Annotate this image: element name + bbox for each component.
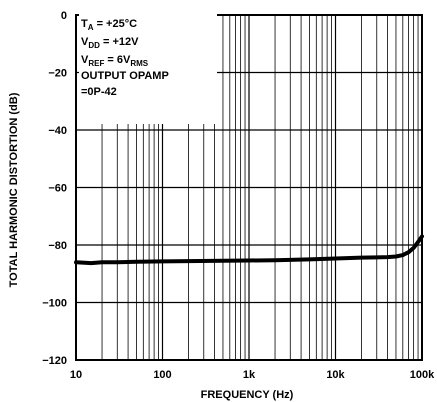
annotation-vref: VREF = 6VRMS — [81, 54, 149, 68]
y-tick-label: −80 — [48, 240, 67, 252]
y-axis-ticks: 0 −20 −40 −60 −80 −100 −120 — [42, 10, 67, 367]
y-tick-label: −100 — [42, 298, 67, 310]
annotation-output-opamp: OUTPUT OPAMP — [81, 70, 169, 82]
y-tick-label: 0 — [61, 10, 67, 22]
annotation-background — [79, 12, 217, 124]
thd-curve — [74, 234, 424, 266]
y-tick-label: −60 — [48, 183, 67, 195]
y-tick-label: −40 — [48, 125, 67, 137]
annotation-vdd: VDD = +12V — [81, 36, 139, 50]
x-tick-label: 100k — [410, 369, 435, 381]
x-tick-label: 10k — [326, 369, 345, 381]
y-tick-label: −120 — [42, 355, 67, 367]
conditions-annotation: TA = +25°C VDD = +12V VREF = 6VRMS OUTPU… — [79, 12, 217, 124]
annotation-ta: TA = +25°C — [81, 18, 137, 32]
x-axis-ticks: 10 100 1k 10k 100k — [70, 369, 435, 381]
y-axis-label: TOTAL HARMONIC DISTORTION (dB) — [8, 92, 20, 287]
y-tick-label: −20 — [48, 68, 67, 80]
annotation-op-42: =0P-42 — [81, 86, 117, 98]
x-tick-label: 100 — [153, 369, 171, 381]
x-tick-label: 10 — [70, 369, 82, 381]
x-tick-label: 1k — [243, 369, 256, 381]
x-axis-label: FREQUENCY (Hz) — [201, 389, 294, 401]
plot-frame — [75, 14, 423, 361]
